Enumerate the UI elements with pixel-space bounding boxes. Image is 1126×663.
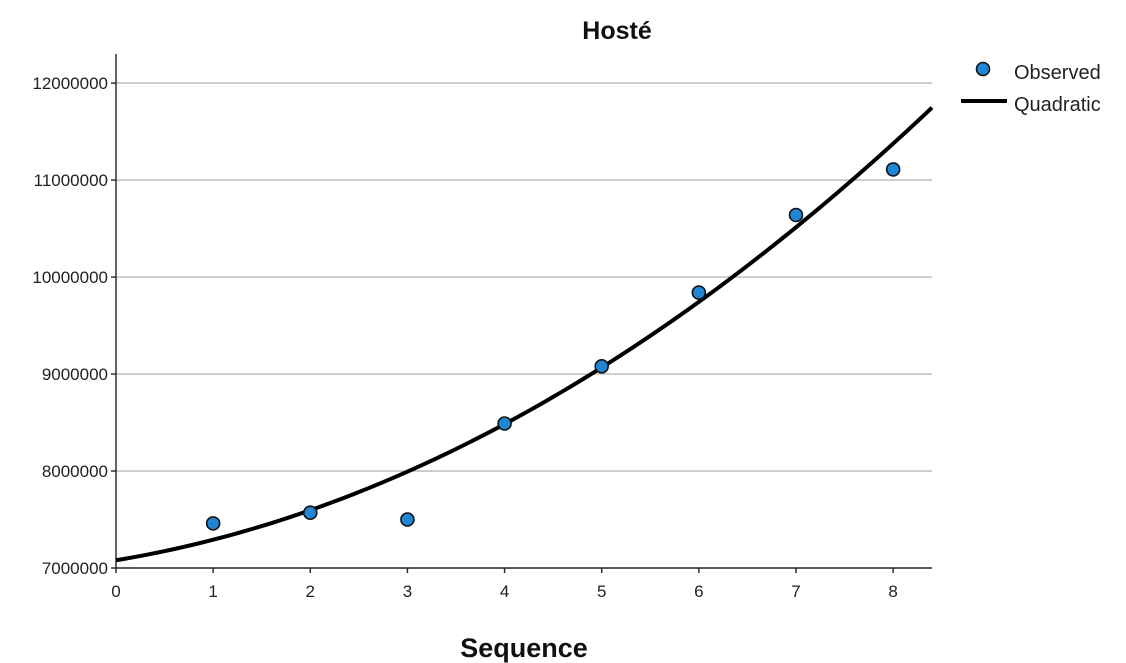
observed-point: [691, 285, 707, 300]
x-tick-label: 0: [111, 582, 120, 601]
y-tick-label: 7000000: [42, 559, 108, 578]
x-tick-label: 5: [597, 582, 606, 601]
y-tick-label: 8000000: [42, 462, 108, 481]
y-tick-label: 9000000: [42, 365, 108, 384]
x-tick-label: 7: [791, 582, 800, 601]
y-tick-label: 12000000: [32, 74, 108, 93]
gridlines: [116, 82, 932, 472]
x-tick-label: 6: [694, 582, 703, 601]
observed-point: [400, 512, 415, 527]
x-tick-label: 3: [403, 582, 412, 601]
observed-point: [302, 505, 318, 521]
legend: Observed Quadratic: [961, 61, 1101, 116]
observed-point: [497, 416, 512, 431]
x-tick-labels: 0 1 2 3 4 5 6 7 8: [111, 568, 898, 601]
x-tick-label: 1: [208, 582, 217, 601]
chart-title: Hosté: [582, 17, 652, 45]
x-tick-label: 8: [888, 582, 897, 601]
legend-quadratic-label: Quadratic: [1014, 94, 1101, 116]
y-tick-label: 11000000: [34, 171, 108, 190]
y-tick-label: 10000000: [32, 268, 108, 287]
x-tick-label: 4: [500, 582, 509, 601]
axes: [115, 54, 932, 569]
x-tick-label: 2: [306, 582, 315, 601]
x-axis-label: Sequence: [460, 633, 588, 663]
observed-point: [885, 162, 901, 177]
legend-observed-label: Observed: [1014, 62, 1101, 84]
observed-point: [788, 207, 804, 223]
observed-point: [205, 516, 221, 531]
legend-observed-marker: [975, 61, 991, 77]
quadratic-fit-line: [115, 106, 934, 563]
observed-point: [594, 358, 610, 374]
observed-points: [205, 162, 901, 531]
y-tick-labels: 7000000 8000000 9000000 10000000 11000000 120…: [32, 74, 116, 578]
